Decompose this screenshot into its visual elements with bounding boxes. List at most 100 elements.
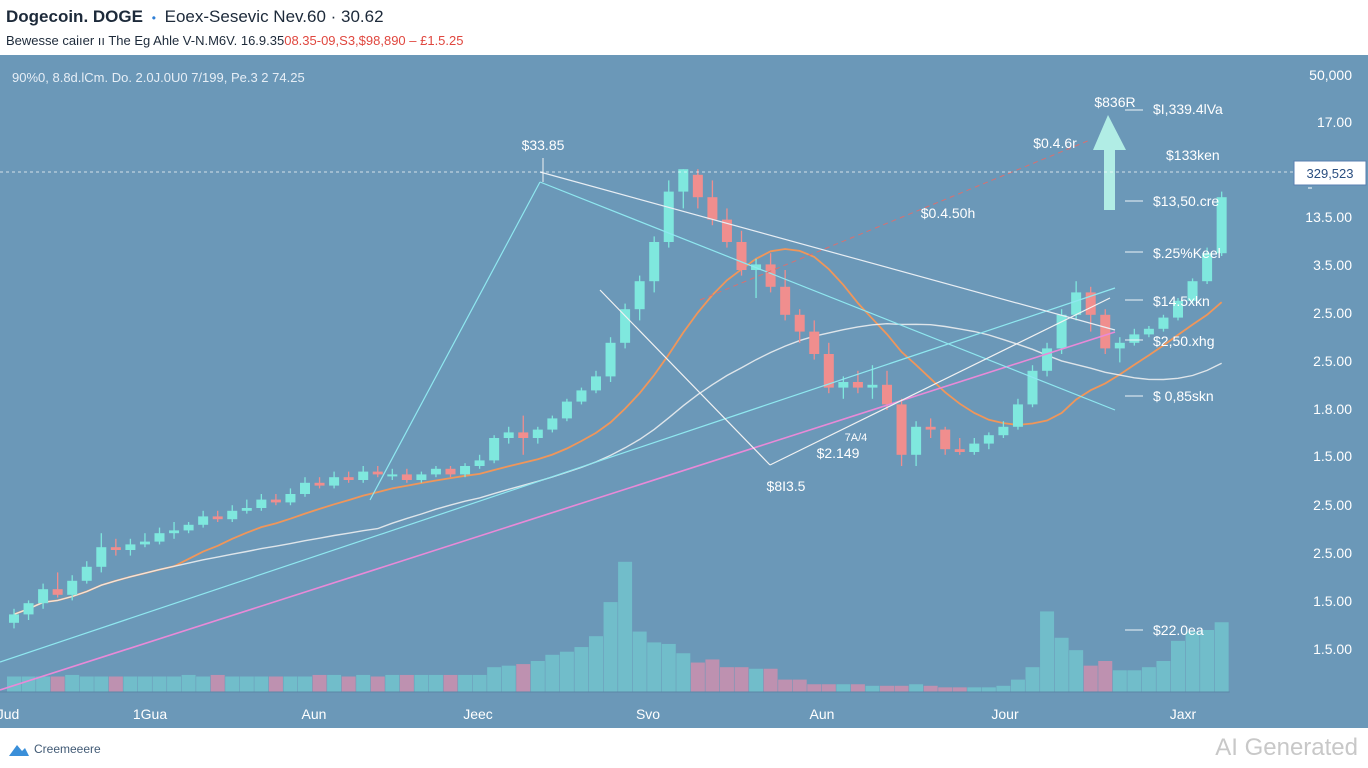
volume-bar [167, 676, 182, 692]
volume-bar [152, 676, 167, 692]
candle-body [1143, 328, 1154, 335]
price-label: $14.5xkn [1153, 293, 1210, 309]
candle-body [81, 566, 92, 581]
moving-average-orange [13, 248, 1223, 616]
candle-body [110, 547, 121, 550]
moving-average-white [13, 322, 1222, 616]
volume-bar [792, 679, 807, 692]
volume-bar [647, 642, 662, 692]
candle-body [780, 286, 791, 315]
volume-bar [1069, 650, 1084, 692]
candle-body [430, 468, 441, 475]
subtitle-dark: Bewesse caiıer ıı The Eg Ahle V-N.M6V. 1… [6, 33, 285, 48]
candle-body [1100, 314, 1111, 349]
candle-body [67, 580, 78, 595]
volume-bar [516, 664, 531, 692]
candle-body [721, 219, 732, 242]
volume-bar [1010, 679, 1025, 692]
volume-bar [1185, 631, 1200, 692]
candle-body [212, 516, 223, 520]
volume-bar [981, 687, 996, 692]
volume-bar [7, 676, 21, 692]
candle-body [503, 432, 514, 438]
indicator-lines-group [13, 248, 1223, 616]
candle-body [692, 174, 703, 198]
brand[interactable]: Creemeeere [8, 742, 101, 758]
volume-bar [341, 676, 356, 692]
volume-bar [254, 676, 269, 692]
candle-body [489, 438, 500, 461]
volume-bar [239, 676, 254, 692]
candle-body [241, 508, 252, 511]
candle-body [300, 482, 310, 494]
candle-body [314, 482, 325, 486]
trendline-cyan-rise [369, 181, 541, 501]
volume-bar [836, 684, 851, 692]
trendline-red-dashed [699, 139, 1091, 301]
candle-body [707, 197, 718, 220]
volume-bar [719, 667, 734, 692]
candle-body [183, 524, 194, 531]
volume-bar [356, 674, 371, 692]
candle-body [460, 466, 471, 475]
volume-bar [94, 676, 109, 692]
volume-bar [1025, 667, 1040, 692]
title-row: Dogecoin. DOGE • Eoex-Sesevic Nev.60 · 3… [6, 7, 384, 27]
candle-body [794, 314, 805, 332]
candle-body [576, 390, 587, 402]
x-tick-label: Aun [810, 706, 835, 722]
y-axis: 50,000 17.00 13.5.00 3.5.00 2.5.00 2.5.00 1.8.… [1305, 67, 1352, 657]
candle-body [1085, 292, 1096, 315]
price-label: $2.149 [817, 445, 860, 461]
volume-bar [50, 676, 65, 692]
x-tick-label: Jeec [463, 706, 493, 722]
chart-plot-area[interactable]: 90%0, 8.8d.lCm. Do. 2.0J.0U0 7/199, Pe.3… [0, 55, 1368, 728]
price-label: $0.4.50h [921, 205, 976, 221]
volume-bar [763, 668, 778, 692]
price-label: $I,339.4lVa [1153, 101, 1223, 117]
volume-bar [690, 662, 705, 692]
candle-body [532, 429, 543, 438]
volume-bar [923, 685, 938, 692]
price-label: $0.4.6r [1033, 135, 1077, 151]
candle-body [925, 426, 936, 430]
volume-bar [1040, 611, 1055, 692]
trendline-cyan-lower [0, 287, 1116, 663]
pattern-line-left [599, 289, 771, 466]
candlestick-chart[interactable]: 90%0, 8.8d.lCm. Do. 2.0J.0U0 7/199, Pe.3… [0, 55, 1368, 728]
candle-body [474, 460, 485, 466]
volume-bars-group [0, 561, 1230, 693]
current-price-tag: 329,523 [1307, 166, 1354, 181]
volume-bar [327, 674, 342, 692]
up-arrow-icon [1093, 115, 1126, 210]
volume-bar [268, 676, 283, 692]
candle-body [1056, 314, 1067, 349]
candle-body [940, 429, 951, 450]
candle-body [867, 384, 878, 388]
x-tick-label: 1Gua [133, 706, 167, 722]
volume-bar [501, 665, 516, 692]
candle-body [1216, 197, 1227, 254]
volume-bar [79, 676, 94, 692]
volume-bar [618, 561, 633, 692]
candle-body [518, 432, 529, 438]
price-label: $.25%Keel [1153, 245, 1221, 261]
candle-body [285, 494, 296, 503]
volume-bar [1156, 661, 1171, 692]
symbol-title[interactable]: Dogecoin. DOGE [6, 7, 143, 26]
candle-body [620, 309, 631, 343]
candle-body [896, 404, 907, 455]
mountain-logo-icon [9, 745, 29, 756]
volume-bar [137, 676, 152, 692]
candle-body [329, 477, 340, 486]
volume-bar [1098, 661, 1113, 692]
candles-group [9, 169, 1227, 629]
y-tick-label: 2.5.00 [1313, 497, 1352, 513]
x-tick-label: Jud [0, 706, 19, 722]
current-price-tag-box[interactable] [1293, 160, 1367, 186]
candle-body [416, 474, 427, 480]
volume-bar [385, 674, 400, 692]
candle-body [823, 354, 834, 388]
candle-body [736, 242, 747, 270]
candle-body [1202, 253, 1213, 282]
